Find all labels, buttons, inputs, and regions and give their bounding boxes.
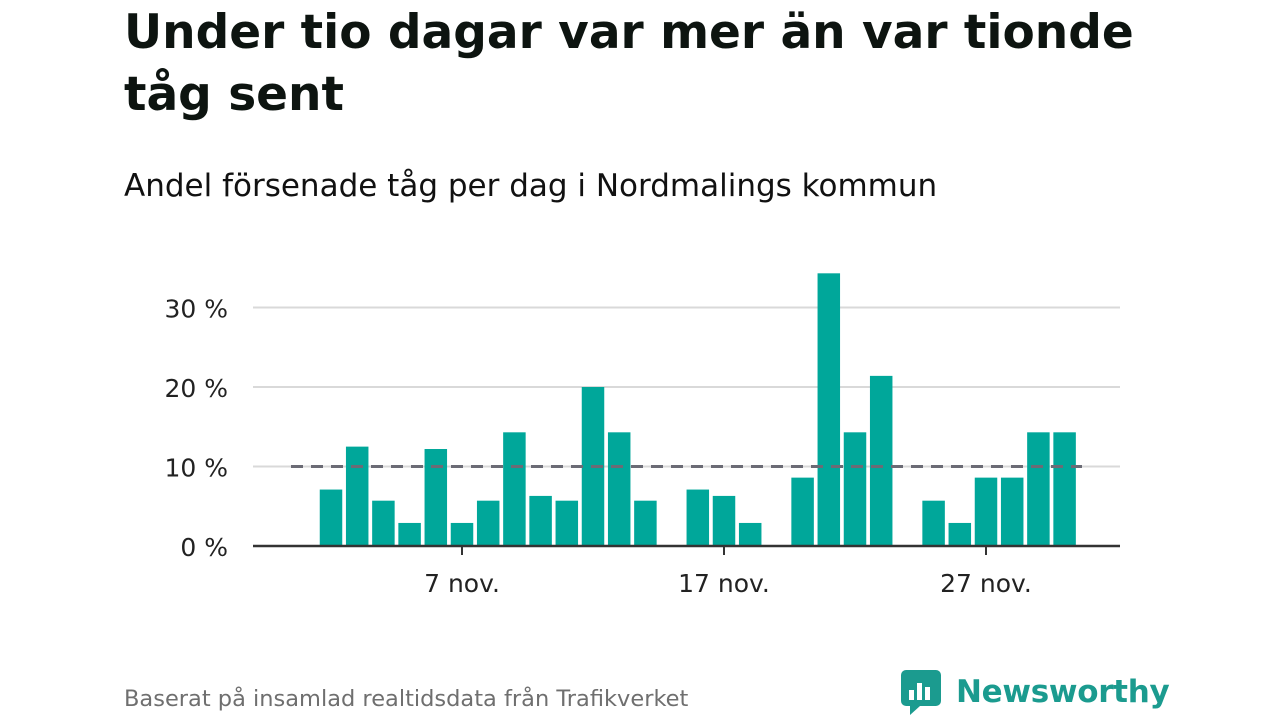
- y-tick-label: 20 %: [164, 374, 228, 403]
- y-tick-label: 0 %: [180, 533, 228, 562]
- bar: [869, 375, 893, 546]
- newsworthy-icon: [901, 670, 941, 715]
- bar: [922, 500, 945, 546]
- bar: [345, 446, 369, 546]
- x-tick-label: 17 nov.: [678, 569, 770, 598]
- bar: [712, 495, 736, 546]
- source-note: Baserat på insamlad realtidsdata från Tr…: [124, 686, 689, 712]
- bar: [476, 500, 500, 546]
- bar: [974, 477, 998, 546]
- bar: [424, 449, 448, 546]
- x-tick-label: 27 nov.: [940, 569, 1032, 598]
- bar: [529, 495, 552, 546]
- brand-name: Newsworthy: [956, 674, 1170, 710]
- bar: [738, 522, 762, 546]
- brand-logo: Newsworthy: [900, 668, 1170, 716]
- bar: [555, 500, 579, 546]
- bar: [398, 522, 421, 546]
- bar: [450, 522, 474, 546]
- bar: [791, 477, 814, 546]
- bar: [607, 432, 631, 546]
- bar: [319, 489, 343, 546]
- bar-chart: 0 % 10 % 20 % 30 % 7 nov. 17 nov. 27 nov.: [164, 273, 1120, 598]
- bar: [1000, 477, 1024, 546]
- bar: [843, 432, 867, 546]
- bar: [1053, 432, 1076, 546]
- chart-title: Under tio dagar var mer än var tionde tå…: [124, 5, 1134, 122]
- bar: [372, 500, 395, 546]
- y-tick-label: 30 %: [164, 295, 228, 324]
- x-tick-label: 7 nov.: [424, 569, 500, 598]
- y-tick-label: 10 %: [164, 454, 228, 483]
- bar: [948, 522, 972, 546]
- chart-subtitle: Andel försenade tåg per dag i Nordmaling…: [124, 168, 938, 204]
- bar: [686, 489, 710, 546]
- bar: [634, 500, 657, 546]
- bar: [503, 432, 526, 546]
- bar: [817, 273, 841, 546]
- bar: [1027, 432, 1050, 546]
